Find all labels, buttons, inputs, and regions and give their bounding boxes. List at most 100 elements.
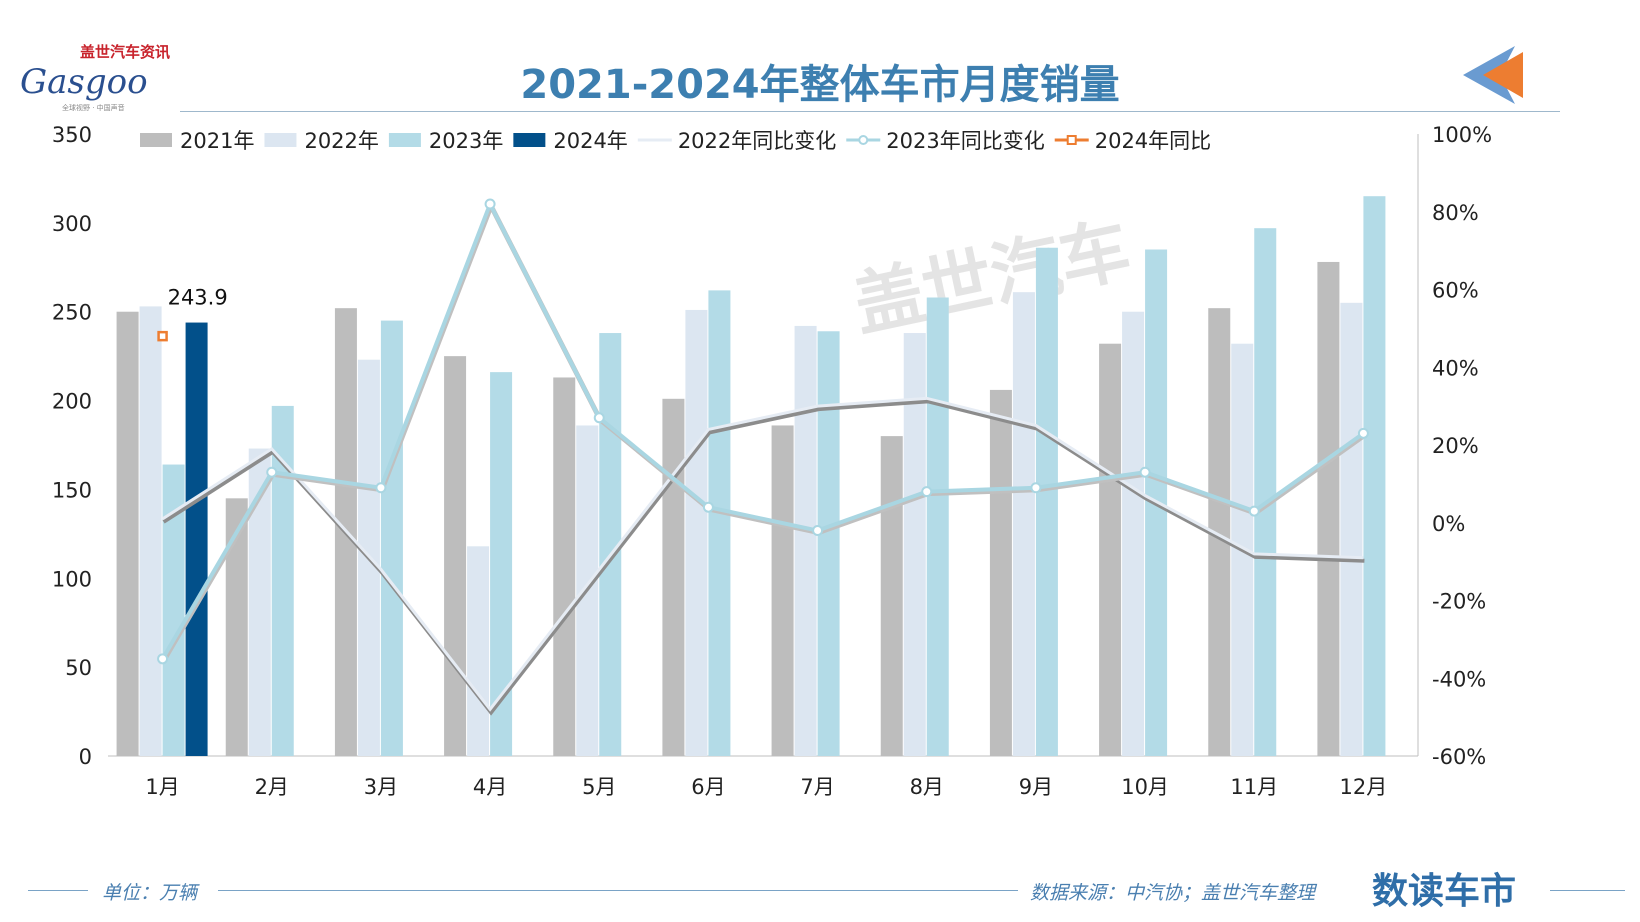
point-2023-yoy [157, 653, 169, 665]
legend-marker [858, 135, 869, 145]
bar-2021年 [225, 498, 248, 756]
bar-2021年 [553, 377, 576, 756]
legend-swatch [388, 133, 421, 147]
y2-tick-label: -40% [1432, 667, 1486, 691]
logo-cn: 盖世汽车资讯 [80, 43, 171, 61]
logo-sub: 全球视野 · 中国声音 [62, 104, 125, 112]
point-2023-yoy [375, 482, 387, 494]
data-label: 243.9 [168, 286, 228, 310]
bar-2022年 [248, 448, 271, 756]
legend-swatch [513, 133, 546, 147]
bar-2023年 [271, 405, 294, 756]
page-title: 2021-2024年整体车市月度销量 [520, 62, 1120, 108]
bar-2023年 [162, 464, 185, 756]
line-2023-yoy [160, 199, 1365, 660]
bar-2022年 [903, 333, 926, 756]
legend-label: 2021年 [180, 129, 254, 153]
point-2023-yoy [1248, 505, 1260, 517]
bar-2022年 [1340, 302, 1363, 756]
y2-tick-label: -20% [1432, 590, 1486, 614]
legend-label: 2024年 [553, 129, 627, 153]
bar-2021年 [1317, 261, 1340, 756]
y2-tick-label: 20% [1432, 434, 1479, 458]
y2-tick-label: 80% [1432, 201, 1479, 225]
y-tick-label: 200 [52, 390, 92, 414]
bar-2021年 [1099, 343, 1122, 756]
x-tick-label: 10月 [1121, 775, 1169, 799]
legend-label: 2023年 [429, 129, 503, 153]
point-2023-yoy [812, 525, 824, 537]
x-tick-label: 6月 [691, 775, 725, 799]
bar-2022年 [794, 325, 817, 756]
x-tick-label: 7月 [800, 775, 834, 799]
divider [180, 111, 1560, 112]
bar-2021年 [1208, 308, 1231, 756]
bar-2022年 [1122, 311, 1145, 756]
x-tick-label: 1月 [145, 775, 179, 799]
gasgoo-logo: 盖世汽车资讯 Gasgoo 全球视野 · 中国声音 [20, 44, 190, 120]
bar-2021年 [444, 356, 467, 756]
point-2023-yoy [1139, 466, 1151, 478]
bar-2021年 [989, 389, 1012, 756]
bar-2022年 [685, 309, 708, 756]
y2-tick-label: 100% [1432, 123, 1492, 147]
x-tick-label: 9月 [1019, 775, 1053, 799]
bar-2023年 [1035, 247, 1058, 757]
point-2023-yoy [1030, 482, 1042, 494]
bar-2021年 [880, 436, 903, 756]
y-tick-label: 150 [52, 478, 92, 502]
bar-2023年 [599, 333, 622, 756]
y-tick-label: 0 [79, 745, 92, 769]
bar-2022年 [1012, 292, 1035, 756]
point-2023-yoy [702, 501, 714, 513]
point-2023-yoy [921, 486, 933, 498]
source-label: 数据来源：中汽协；盖世汽车整理 [1030, 882, 1316, 904]
legend-label: 2022年 [304, 129, 378, 153]
bar-2023年 [817, 331, 840, 756]
point-2023-yoy [1357, 427, 1369, 439]
point-2023-yoy [266, 466, 278, 478]
y2-tick-label: -60% [1432, 745, 1486, 769]
x-tick-label: 12月 [1340, 775, 1388, 799]
divider [28, 890, 88, 891]
x-tick-label: 3月 [364, 775, 398, 799]
y-tick-label: 50 [65, 656, 92, 680]
y-tick-label: 250 [52, 301, 92, 325]
legend-swatch [264, 133, 297, 147]
logo-en: Gasgoo [20, 62, 148, 102]
y-tick-label: 300 [52, 212, 92, 236]
point-2024-yoy [157, 330, 168, 342]
legend-label: 2023年同比变化 [886, 129, 1044, 153]
point-2023-yoy [593, 412, 605, 424]
bar-2023年 [380, 320, 403, 756]
bar-2023年 [708, 290, 731, 756]
brand-label: 数读车市 [1372, 871, 1517, 912]
y2-tick-label: 0% [1432, 512, 1465, 536]
legend-label: 2022年同比变化 [678, 129, 836, 153]
legend-marker [1066, 135, 1077, 145]
y2-tick-label: 60% [1432, 279, 1479, 303]
x-tick-label: 2月 [255, 775, 289, 799]
bar-2021年 [116, 311, 139, 756]
y-tick-label: 100 [52, 567, 92, 591]
bar-2023年 [1363, 196, 1386, 756]
line-2022-yoy [161, 396, 1364, 712]
bar-2023年 [1254, 228, 1277, 756]
bar-2022年 [139, 306, 162, 756]
y-tick-label: 350 [52, 123, 92, 147]
chart: 盖世汽车 0 50 100 150 200 250 300 350 -60% -40% -20% 0% 2… [52, 123, 1492, 799]
x-tick-label: 4月 [473, 775, 507, 799]
watermark: 盖世汽车 [846, 208, 1137, 346]
legend-swatch [140, 133, 172, 147]
point-2023-yoy [484, 198, 496, 210]
legend-label: 2024年同比 [1095, 129, 1211, 153]
x-tick-label: 11月 [1230, 775, 1278, 799]
back-arrow-icon [1463, 46, 1523, 104]
x-tick-label: 5月 [582, 775, 616, 799]
bar-2024年 [185, 322, 208, 756]
unit-label: 单位：万辆 [102, 882, 198, 904]
divider [1550, 890, 1625, 891]
bar-2021年 [771, 425, 794, 756]
bar-2021年 [662, 398, 685, 756]
